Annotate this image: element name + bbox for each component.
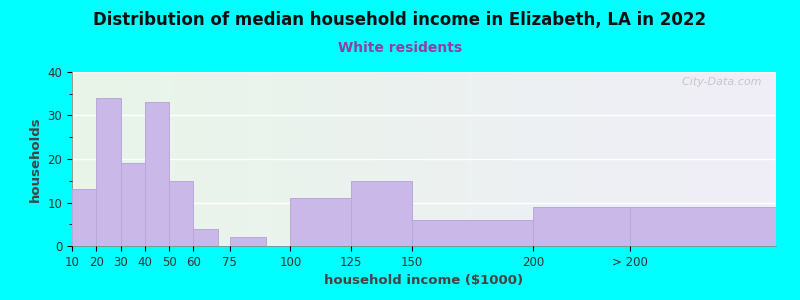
Text: Distribution of median household income in Elizabeth, LA in 2022: Distribution of median household income …: [94, 11, 706, 28]
Bar: [290, 198, 351, 246]
Bar: [72, 190, 96, 246]
Bar: [96, 98, 121, 246]
Text: White residents: White residents: [338, 41, 462, 55]
Bar: [194, 229, 218, 246]
Bar: [121, 163, 145, 246]
Bar: [351, 181, 412, 246]
Y-axis label: households: households: [29, 116, 42, 202]
Bar: [230, 237, 266, 246]
Bar: [412, 220, 534, 246]
Text: City-Data.com: City-Data.com: [675, 77, 762, 87]
Bar: [630, 207, 776, 246]
Bar: [534, 207, 654, 246]
Bar: [169, 181, 194, 246]
X-axis label: household income ($1000): household income ($1000): [325, 274, 523, 287]
Bar: [145, 102, 169, 246]
